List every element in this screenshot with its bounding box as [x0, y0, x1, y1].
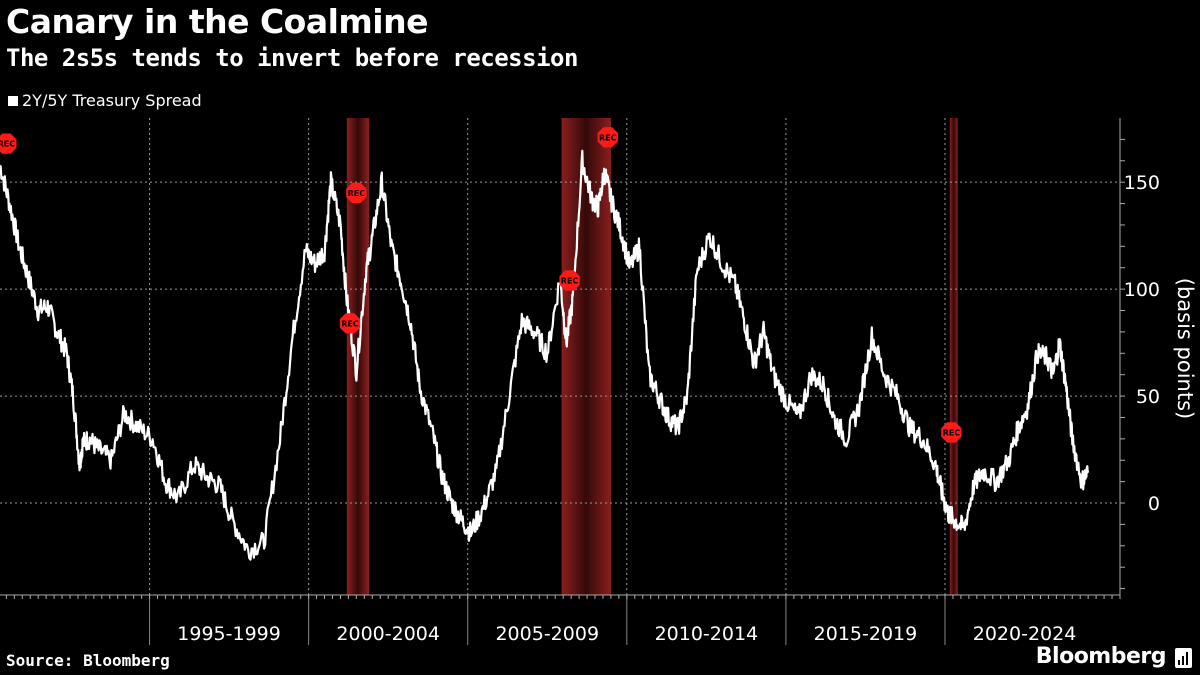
rec-marker — [941, 422, 962, 443]
x-tick-label: 2010-2014 — [655, 623, 759, 645]
y-tick-label: 50 — [1136, 386, 1160, 408]
brand-logo: Bloomberg — [1035, 644, 1167, 669]
x-tick-label: 2000-2004 — [336, 623, 440, 645]
legend-swatch — [8, 95, 18, 106]
rec-marker-label: REC — [943, 428, 961, 437]
y-tick-label: 0 — [1148, 493, 1160, 515]
terminal-icon — [1175, 648, 1192, 668]
rec-marker-label: REC — [561, 277, 579, 286]
rec-marker — [559, 270, 580, 291]
source-note: Source: Bloomberg — [6, 651, 170, 670]
recession-band — [949, 118, 958, 595]
legend: 2Y/5Y Treasury Spread — [8, 91, 202, 110]
rec-marker-label: REC — [599, 133, 617, 142]
x-tick-label: 2005-2009 — [495, 623, 599, 645]
y-tick-label: 100 — [1124, 279, 1160, 301]
series-line — [0, 149, 1090, 561]
x-tick-label: 1995-1999 — [177, 623, 281, 645]
y-tick-label: 150 — [1124, 172, 1160, 194]
rec-marker — [597, 127, 618, 148]
rec-marker — [346, 182, 367, 203]
rec-marker — [339, 313, 361, 334]
x-tick-label: 2020-2024 — [973, 623, 1077, 645]
rec-marker — [0, 133, 17, 154]
x-tick-label: 2015-2019 — [814, 623, 918, 645]
rec-marker-label: REC — [0, 140, 15, 149]
rec-marker-label: REC — [348, 189, 366, 198]
rec-marker-label: REC — [341, 319, 359, 328]
chart-subtitle: The 2s5s tends to invert before recessio… — [6, 44, 578, 72]
y-axis-label: (basis points) — [1173, 278, 1197, 419]
chart-title: Canary in the Coalmine — [6, 2, 429, 41]
legend-label: 2Y/5Y Treasury Spread — [22, 91, 202, 110]
recession-band — [561, 118, 611, 595]
